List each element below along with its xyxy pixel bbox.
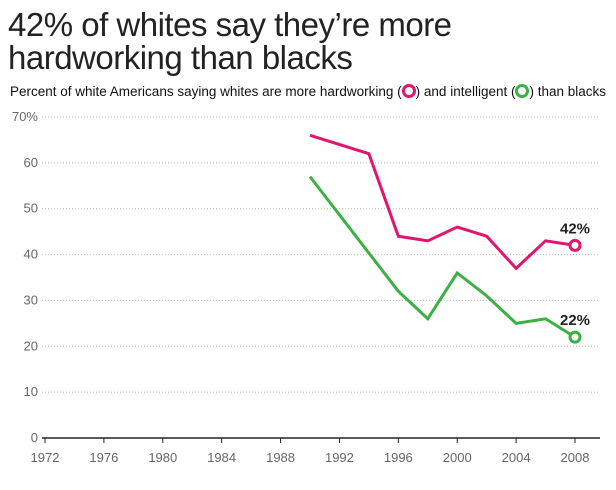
x-tick-label: 1988 <box>266 450 295 465</box>
x-tick-label: 2000 <box>443 450 472 465</box>
x-tick-label: 2008 <box>561 450 590 465</box>
intelligent-end-label: 22% <box>560 312 590 329</box>
intelligent-end-marker <box>568 330 582 344</box>
x-tick-label: 1992 <box>325 450 354 465</box>
hardworking-line <box>309 133 576 271</box>
x-tick-label: 1984 <box>207 450 236 465</box>
y-tick-label: 10 <box>24 384 38 399</box>
chart-title: 42% of whites say they’re more hardworki… <box>8 6 452 76</box>
x-tick-label: 1972 <box>31 450 60 465</box>
subtitle-part1: Percent of white Americans saying whites… <box>10 84 402 99</box>
y-tick-label: 20 <box>24 338 38 353</box>
x-tick-label: 1996 <box>384 450 413 465</box>
x-tick-label: 2004 <box>502 450 531 465</box>
y-tick-label: 0 <box>31 430 38 445</box>
y-tick-label: 40 <box>24 247 38 262</box>
hardworking-legend-icon <box>401 84 416 98</box>
y-tick-label: 50 <box>24 201 38 216</box>
subtitle-part3: ) than blacks <box>529 84 607 99</box>
subtitle-part2: ) and intelligent ( <box>415 84 516 99</box>
hardworking-end-marker <box>568 238 582 252</box>
chart-subtitle: Percent of white Americans saying whites… <box>10 84 606 99</box>
x-tick-label: 1980 <box>148 450 177 465</box>
hardworking-end-label: 42% <box>560 220 590 237</box>
x-tick-label: 1976 <box>89 450 118 465</box>
y-tick-label: 70% <box>12 109 38 124</box>
y-tick-label: 60 <box>24 155 38 170</box>
intelligent-legend-icon <box>515 84 530 98</box>
intelligent-line <box>308 175 576 339</box>
y-tick-label: 30 <box>24 292 38 307</box>
